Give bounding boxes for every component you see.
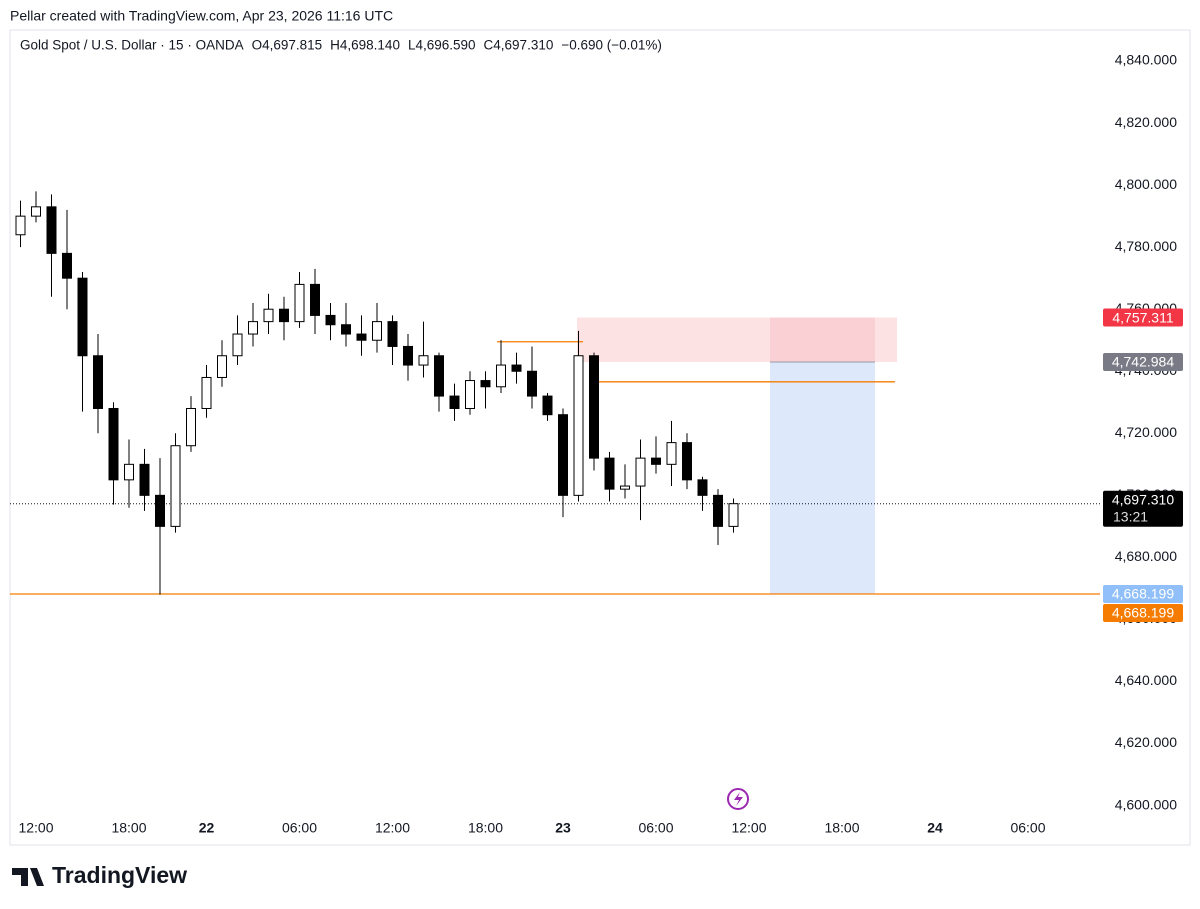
candle-body [434,355,444,397]
chart-title: Gold Spot / U.S. Dollar · 15 · OANDA [20,38,244,53]
legend-item: −0.690 (−0.01%) [561,38,662,53]
candle-body [186,407,196,447]
x-tick-label: 06:00 [638,820,673,836]
candle-body [635,457,646,487]
chart-frame [9,29,1191,846]
x-tick-label: 24 [927,820,943,836]
candle-body [248,321,258,335]
candle-body [372,321,382,341]
price-label-box [1103,308,1183,327]
price-label-box [1103,604,1183,623]
y-tick-label: 4,620.000 [1115,734,1177,750]
position-target [770,362,875,595]
candle-body [449,395,460,409]
candle-body [511,364,522,372]
position-stop [770,317,875,363]
candle-body [403,345,413,366]
candle-body [666,442,677,465]
candle-body [697,479,708,496]
countdown: 13:21 [1113,508,1148,524]
candle-body [341,324,351,335]
candle-body [325,314,336,326]
candle-body [279,308,289,323]
legend-item: C4,697.310 [484,38,554,53]
candle-body [713,494,723,527]
candle-body [558,414,568,496]
candle-body [93,355,103,409]
candle-body [170,445,181,527]
price-label: 4,742.984 [1112,354,1174,370]
x-tick-label: 18:00 [468,820,503,836]
candle-body [682,442,692,481]
candle-body [232,333,243,357]
candle-body [465,380,475,409]
candle-body [15,215,26,236]
y-tick-label: 4,800.000 [1115,176,1177,192]
legend: Gold Spot / U.S. Dollar · 15 · OANDA O4,… [20,38,662,53]
y-tick-label: 4,720.000 [1115,424,1177,440]
candle-body [651,457,661,465]
candle-body [31,206,41,217]
y-tick-label: 4,640.000 [1115,672,1177,688]
candle-body [139,463,150,496]
candle-body [480,380,491,388]
current-price-box [1103,490,1183,527]
x-tick-label: 18:00 [824,820,859,836]
event-icon [727,788,749,810]
x-tick-label: 06:00 [282,820,317,836]
legend-item: H4,698.140 [330,38,400,53]
price-label-box [1103,353,1183,372]
y-tick-label: 4,600.000 [1115,796,1177,812]
price-label: 4,757.311 [1112,309,1173,325]
candle-body [77,277,88,357]
candle-body [108,407,119,481]
candle-body [589,355,599,459]
candle-body [387,321,398,347]
x-tick-label: 12:00 [375,820,410,836]
x-tick-label: 22 [199,820,215,836]
candle-body [728,503,739,527]
y-tick-label: 4,820.000 [1115,114,1177,130]
candle-body [310,283,320,316]
candle-body [62,252,72,279]
candle-body [573,355,584,496]
price-label: 4,668.199 [1112,605,1174,621]
candle-body [201,376,212,409]
x-tick-label: 23 [555,820,571,836]
candle-body [418,355,429,366]
y-tick-label: 4,680.000 [1115,548,1177,564]
candle-body [124,463,134,481]
y-tick-label: 4,840.000 [1115,52,1177,68]
x-tick-label: 18:00 [111,820,146,836]
candle-body [356,333,367,341]
candle-body [542,395,553,416]
footer-logo-text: TradingView [52,862,187,888]
candle-body [496,364,506,388]
y-tick-label: 4,780.000 [1115,238,1177,254]
legend-item: L4,696.590 [408,38,476,53]
legend-item: O4,697.815 [252,38,323,53]
candle-body [155,494,165,527]
footer-logo: TradingView [12,862,187,888]
candle-body [46,206,57,254]
candle-body [263,308,274,323]
header-text: Pellar created with TradingView.com, Apr… [10,8,393,24]
candle-body [217,355,227,378]
candle-body [294,283,305,323]
candle-body [527,370,537,397]
x-tick-label: 12:00 [18,820,53,836]
price-label: 4,668.199 [1112,586,1174,602]
x-tick-label: 06:00 [1010,820,1045,836]
price-label-box [1103,585,1183,604]
candle-body [620,485,630,490]
candle-body [604,457,615,490]
current-price-label: 4,697.310 [1112,491,1174,507]
x-tick-label: 12:00 [731,820,766,836]
